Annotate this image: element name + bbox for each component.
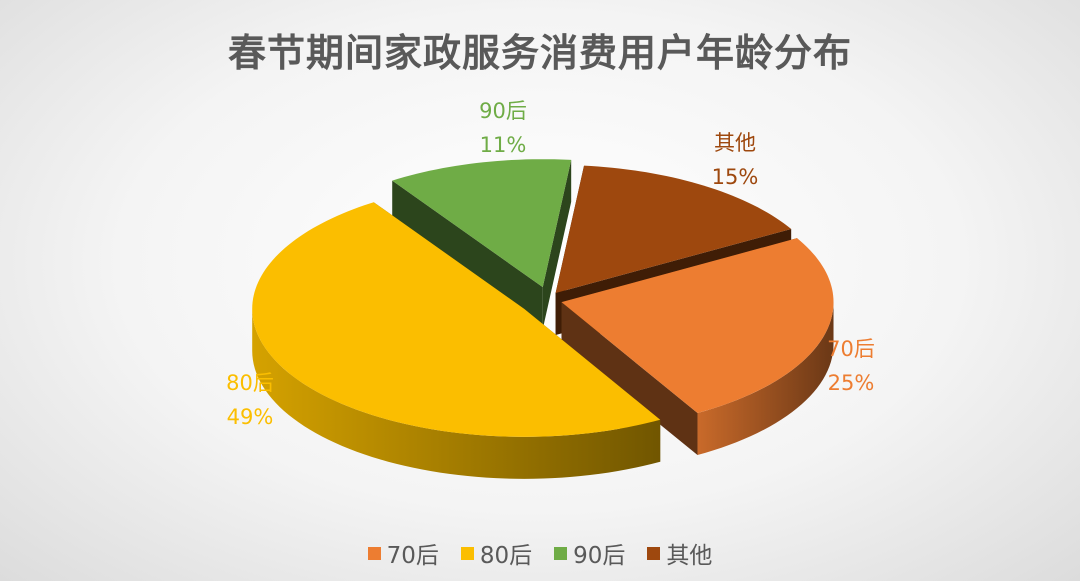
data-label-90: 90后 11% <box>458 94 548 162</box>
slice-side-face <box>392 180 543 330</box>
label-name: 80后 <box>226 371 274 395</box>
legend-item-90[interactable]: 90后 <box>554 536 625 570</box>
legend-item-other[interactable]: 其他 <box>647 536 712 570</box>
pie-slice-1 <box>252 202 661 437</box>
chart-title: 春节期间家政服务消费用户年龄分布 <box>227 31 852 75</box>
pie-slice-3 <box>555 165 792 293</box>
slice-side-face <box>542 159 572 330</box>
label-value: 11% <box>479 133 527 157</box>
legend: 70后 80后 90后 其他 <box>0 536 1080 570</box>
legend-swatch <box>554 546 568 560</box>
label-name: 90后 <box>479 99 527 123</box>
label-value: 25% <box>827 371 875 395</box>
data-label-70: 70后 25% <box>806 332 896 400</box>
slice-outer-wall <box>697 302 834 456</box>
label-name: 其他 <box>714 131 756 155</box>
legend-swatch <box>460 546 474 560</box>
label-value: 15% <box>711 165 759 189</box>
legend-swatch <box>647 546 661 560</box>
label-name: 70后 <box>827 337 875 361</box>
legend-label: 70后 <box>386 543 439 569</box>
legend-item-80[interactable]: 80后 <box>460 536 533 570</box>
legend-item-70[interactable]: 70后 <box>367 536 439 570</box>
label-value: 49% <box>226 405 274 429</box>
data-label-other: 其他 15% <box>690 126 780 194</box>
legend-label: 其他 <box>666 543 713 569</box>
data-label-80: 80后 49% <box>205 366 295 434</box>
slice-side-face <box>561 302 698 456</box>
pie-slice-2 <box>392 159 572 288</box>
slice-outer-wall <box>252 308 661 479</box>
legend-label: 80后 <box>479 543 533 569</box>
legend-swatch <box>367 546 381 560</box>
pie-slice-0 <box>561 238 834 414</box>
legend-label: 90后 <box>573 543 626 569</box>
